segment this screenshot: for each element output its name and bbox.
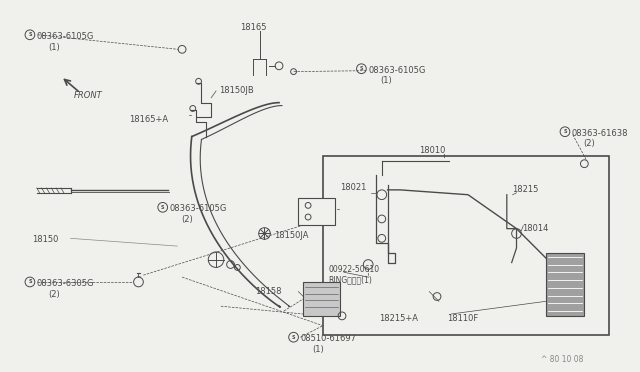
Text: ^ 80 10 08: ^ 80 10 08 (541, 355, 583, 364)
Text: 08510-61697: 08510-61697 (300, 334, 356, 343)
Text: (2): (2) (584, 140, 595, 148)
Text: 08363-6105G: 08363-6105G (36, 32, 94, 41)
Text: 18150JA: 18150JA (274, 231, 308, 240)
Bar (303, 282, 340, 316)
Text: S: S (28, 32, 31, 37)
Text: S: S (563, 129, 567, 134)
Text: (2): (2) (181, 215, 193, 224)
Text: (1): (1) (312, 345, 324, 354)
Text: 08363-61638: 08363-61638 (572, 129, 628, 138)
Text: S: S (360, 66, 363, 71)
Text: S: S (292, 335, 295, 340)
Text: 18165: 18165 (240, 23, 267, 32)
Text: (2): (2) (49, 290, 60, 299)
Bar (298, 198, 335, 225)
Text: (1): (1) (49, 42, 60, 52)
Text: 18014: 18014 (522, 224, 548, 233)
Text: S: S (161, 205, 164, 210)
Bar (323, 156, 609, 335)
Text: 18110F: 18110F (447, 314, 478, 323)
Text: 18010: 18010 (420, 146, 446, 155)
Text: FRONT: FRONT (74, 91, 102, 100)
Text: 00922-50610: 00922-50610 (328, 266, 380, 275)
Text: (1): (1) (380, 77, 392, 86)
Text: 18215+A: 18215+A (379, 314, 418, 323)
Text: 18150: 18150 (32, 235, 58, 244)
Text: 18021: 18021 (340, 183, 367, 192)
Text: 08363-6305G: 08363-6305G (36, 279, 94, 288)
Text: 18215: 18215 (511, 185, 538, 194)
Bar (545, 253, 584, 316)
Text: 18150JC: 18150JC (339, 207, 374, 217)
Text: 18165+A: 18165+A (129, 115, 168, 124)
Text: S: S (28, 279, 31, 285)
Text: 18150JB: 18150JB (219, 86, 253, 95)
Text: RINGリング(1): RINGリング(1) (328, 275, 372, 284)
Text: 08363-6105G: 08363-6105G (368, 66, 426, 75)
Text: 08363-6105G: 08363-6105G (170, 205, 227, 214)
Text: 18158: 18158 (255, 287, 282, 296)
